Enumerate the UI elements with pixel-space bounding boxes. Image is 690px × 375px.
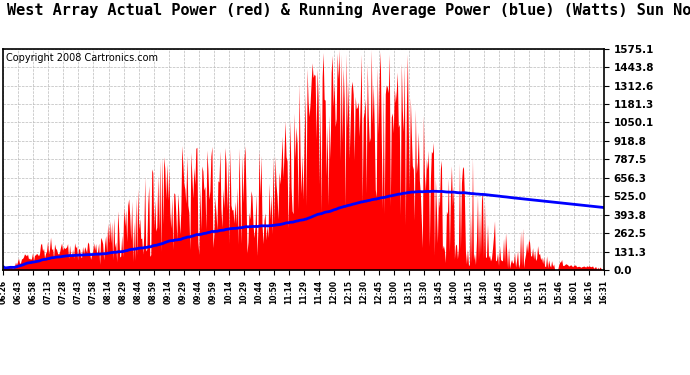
Text: West Array Actual Power (red) & Running Average Power (blue) (Watts) Sun Nov 2 1: West Array Actual Power (red) & Running … bbox=[7, 2, 690, 18]
Text: Copyright 2008 Cartronics.com: Copyright 2008 Cartronics.com bbox=[6, 53, 159, 63]
